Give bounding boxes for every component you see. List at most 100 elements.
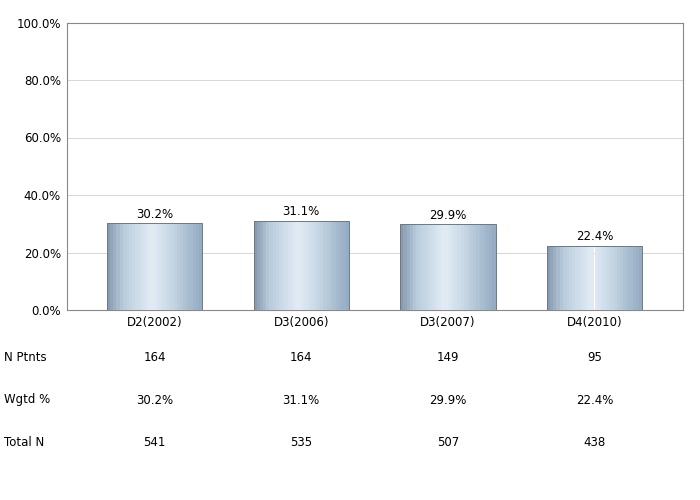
Bar (107, 223, 110, 310)
Bar (161, 223, 164, 310)
Bar (193, 223, 196, 310)
Bar (553, 246, 556, 310)
Bar (463, 224, 467, 310)
Bar (311, 220, 314, 310)
Bar (135, 223, 139, 310)
Bar (629, 246, 633, 310)
Bar (403, 224, 407, 310)
Bar (582, 246, 585, 310)
Text: 29.9%: 29.9% (429, 208, 466, 222)
Bar (336, 220, 340, 310)
Bar (473, 224, 477, 310)
Bar (617, 246, 620, 310)
Bar (566, 246, 569, 310)
Bar (120, 223, 122, 310)
Bar (253, 220, 349, 310)
Bar (282, 220, 286, 310)
Text: Total N: Total N (4, 436, 43, 449)
Bar (547, 246, 550, 310)
Bar (257, 220, 260, 310)
Bar (122, 223, 126, 310)
Bar (199, 223, 202, 310)
Bar (480, 224, 483, 310)
Bar (298, 220, 301, 310)
Bar (435, 224, 438, 310)
Bar (477, 224, 480, 310)
Bar (126, 223, 129, 310)
Bar (340, 220, 342, 310)
Bar (486, 224, 489, 310)
Bar (304, 220, 307, 310)
Bar (400, 224, 403, 310)
Bar (110, 223, 113, 310)
Bar (598, 246, 601, 310)
Bar (167, 223, 170, 310)
Bar (307, 220, 311, 310)
Bar (113, 223, 116, 310)
Bar (107, 223, 202, 310)
Bar (451, 224, 454, 310)
Bar (575, 246, 579, 310)
Bar (317, 220, 320, 310)
Bar (492, 224, 496, 310)
Bar (416, 224, 419, 310)
Bar (116, 223, 120, 310)
Bar (610, 246, 614, 310)
Bar (158, 223, 161, 310)
Bar (176, 223, 180, 310)
Bar (270, 220, 272, 310)
Bar (620, 246, 623, 310)
Bar (266, 220, 270, 310)
Bar (323, 220, 327, 310)
Bar (263, 220, 266, 310)
Bar (186, 223, 190, 310)
Text: 29.9%: 29.9% (429, 394, 466, 406)
Bar (174, 223, 176, 310)
Bar (429, 224, 432, 310)
Bar (170, 223, 174, 310)
Bar (413, 224, 416, 310)
Bar (470, 224, 473, 310)
Bar (563, 246, 566, 310)
Bar (410, 224, 413, 310)
Text: 438: 438 (583, 436, 606, 449)
Bar (573, 246, 575, 310)
Bar (579, 246, 582, 310)
Bar (301, 220, 304, 310)
Text: 164: 164 (290, 351, 312, 364)
Bar (407, 224, 410, 310)
Bar (320, 220, 323, 310)
Bar (489, 224, 492, 310)
Text: 164: 164 (144, 351, 166, 364)
Bar (639, 246, 642, 310)
Bar (260, 220, 263, 310)
Bar (636, 246, 639, 310)
Bar (295, 220, 298, 310)
Bar (422, 224, 426, 310)
Text: 22.4%: 22.4% (576, 230, 613, 243)
Bar (442, 224, 444, 310)
Bar (588, 246, 592, 310)
Bar (550, 246, 553, 310)
Text: 31.1%: 31.1% (283, 394, 320, 406)
Bar (604, 246, 607, 310)
Bar (129, 223, 132, 310)
Bar (139, 223, 142, 310)
Bar (183, 223, 186, 310)
Bar (467, 224, 470, 310)
Bar (196, 223, 199, 310)
Bar (461, 224, 463, 310)
Bar (292, 220, 295, 310)
Bar (483, 224, 486, 310)
Bar (272, 220, 276, 310)
Bar (559, 246, 563, 310)
Bar (148, 223, 151, 310)
Bar (288, 220, 292, 310)
Bar (444, 224, 448, 310)
Bar (155, 223, 158, 310)
Bar (151, 223, 155, 310)
Bar (448, 224, 451, 310)
Bar (333, 220, 336, 310)
Bar (607, 246, 610, 310)
Bar (419, 224, 422, 310)
